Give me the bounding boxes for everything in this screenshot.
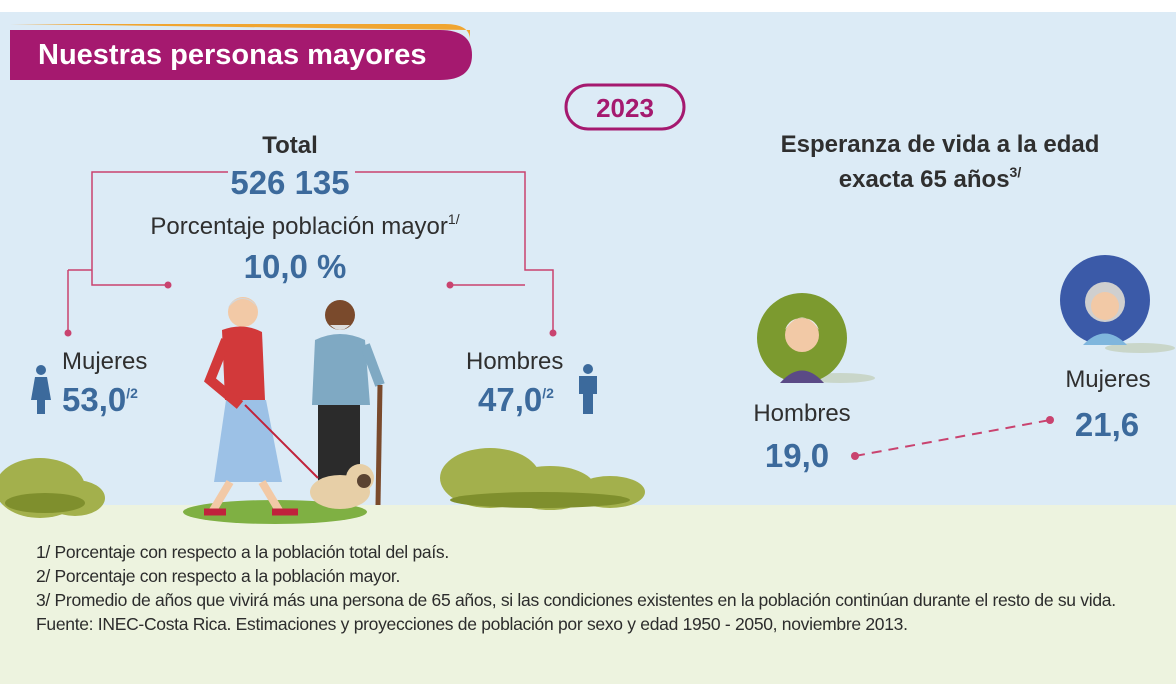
le-dot (1046, 416, 1054, 424)
women-note: /2 (126, 385, 138, 401)
share-label-text: Porcentaje población mayor (150, 213, 448, 240)
total-label: Total (262, 132, 318, 159)
le-title-2: exacta 65 años3/ (839, 164, 1022, 193)
women-label: Mujeres (62, 348, 147, 375)
women-value-text: 53,0 (62, 381, 126, 418)
le-women-value: 21,6 (1075, 406, 1139, 443)
le-women-label: Mujeres (1065, 366, 1150, 393)
men-label: Hombres (466, 348, 563, 375)
infographic: Nuestras personas mayores 2023 Total 526… (0, 0, 1176, 684)
le-title-2-text: exacta 65 años (839, 166, 1010, 193)
footnote: 3/ Promedio de años que vivirá más una p… (36, 588, 1171, 612)
men-value-text: 47,0 (478, 381, 542, 418)
le-note: 3/ (1010, 164, 1022, 180)
le-men-value: 19,0 (765, 437, 829, 474)
men-note: /2 (542, 385, 554, 401)
le-men-label: Hombres (753, 400, 850, 427)
share-note: 1/ (448, 211, 460, 227)
footnote: 2/ Porcentaje con respecto a la població… (36, 564, 1171, 588)
share-value: 10,0 % (244, 248, 347, 285)
sky (0, 12, 1176, 512)
footnote: Fuente: INEC-Costa Rica. Estimaciones y … (36, 612, 1171, 636)
title: Nuestras personas mayores (38, 39, 426, 71)
year: 2023 (596, 93, 654, 123)
le-title-1: Esperanza de vida a la edad (781, 131, 1100, 158)
footnotes: 1/ Porcentaje con respecto a la població… (36, 540, 1171, 636)
total-value: 526 135 (230, 164, 349, 201)
footnote: 1/ Porcentaje con respecto a la població… (36, 540, 1171, 564)
le-dot (851, 452, 859, 460)
share-label: Porcentaje población mayor1/ (150, 211, 459, 240)
